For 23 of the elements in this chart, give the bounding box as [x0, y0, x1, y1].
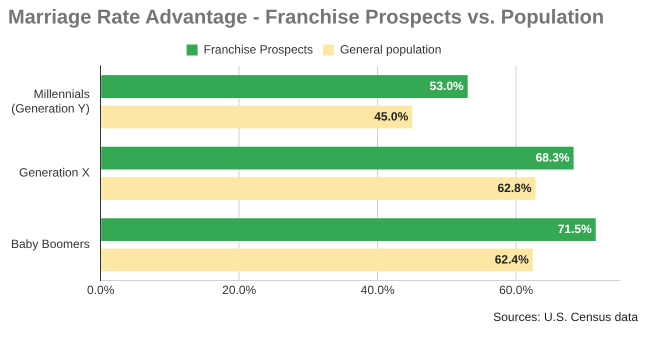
chart-title: Marriage Rate Advantage - Franchise Prospects vs. Population	[8, 6, 604, 29]
bar	[101, 177, 536, 200]
bar	[101, 248, 533, 272]
data-label: 71.5%	[558, 222, 592, 236]
bar	[101, 106, 412, 128]
x-tick-label: 20.0%	[222, 283, 257, 298]
x-tick-label: 60.0%	[499, 283, 534, 298]
data-label: 62.4%	[494, 252, 530, 266]
x-tick-label: 40.0%	[360, 283, 395, 298]
x-tick-label: 0.0%	[87, 283, 115, 298]
legend-label: Franchise Prospects	[204, 42, 313, 56]
data-label: 62.8%	[497, 180, 532, 195]
y-tick-label: Millennials (Generation Y)	[11, 86, 90, 116]
y-tick-label: Baby Boomers	[11, 237, 90, 252]
data-label: 53.0%	[430, 78, 464, 93]
bar	[101, 218, 596, 242]
legend-label: General population	[340, 42, 442, 56]
data-label: 68.3%	[536, 150, 570, 164]
bar	[101, 146, 574, 170]
source-note: Sources: U.S. Census data	[493, 310, 638, 324]
data-label: 45.0%	[374, 109, 409, 124]
bar	[101, 75, 468, 98]
y-tick-label: Generation X	[18, 166, 90, 180]
